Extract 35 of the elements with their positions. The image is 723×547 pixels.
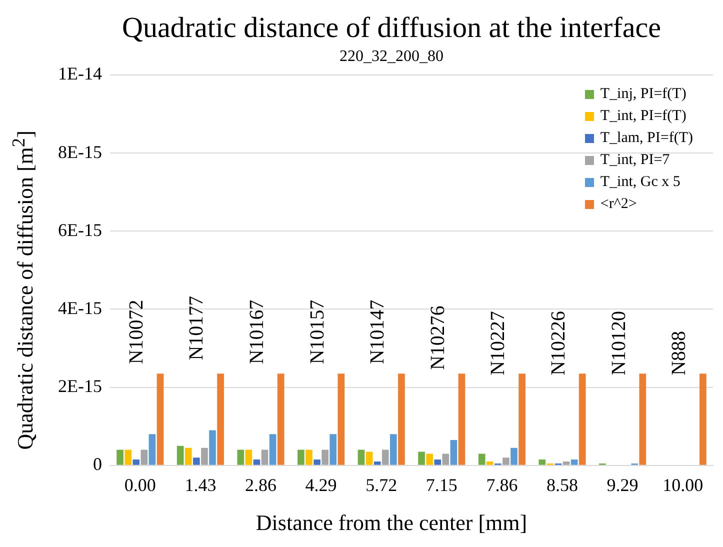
annotation: N10276 [426,306,449,370]
annotation: N888 [668,330,690,376]
x-tick-label: 4.29 [305,474,337,495]
annotation: N10120 [608,310,630,376]
annotation: N10147 [366,300,389,364]
x-tick-label: 1.43 [184,474,216,495]
y-tick-label: 4E-15 [58,298,102,318]
y-tick-label: 6E-15 [58,220,102,240]
x-tick-label: 7.86 [486,474,518,495]
annotation: N10226 [547,310,570,376]
chart-title: Quadratic distance of diffusion at the interface [121,12,662,45]
x-tick-label: 2.86 [244,474,276,495]
y-tick-label: 2E-15 [58,376,102,396]
legend-label: T_int, PI=f(T) [599,108,688,125]
x-tick-label: 0.00 [124,474,156,495]
y-tick-label: 1E-14 [58,64,102,84]
x-tick-label: 10.00 [662,474,704,495]
legend-label: T_inj, PI=f(T) [599,86,688,103]
legend-label: T_lam, PI=f(T) [599,130,693,147]
x-tick-label: 8.58 [546,474,578,495]
legend-label: <r^2> [599,196,638,213]
x-axis-title: Distance from the center [mm] [254,510,528,536]
legend-label: T_int, Gc x 5 [599,174,682,191]
chart-subtitle: 220_32_200_80 [340,48,444,65]
annotation: N10167 [246,300,268,364]
x-tick-label: 7.15 [426,474,458,495]
annotation: N10157 [306,300,328,364]
annotation: N10072 [125,300,148,364]
y-tick-label: 8E-15 [58,142,102,162]
x-tick-label: 9.29 [606,474,638,495]
annotation: N10227 [487,310,510,376]
legend-label: T_int, PI=7 [599,152,671,169]
y-tick-label: 0 [92,454,102,474]
x-tick-label: 5.72 [366,474,398,495]
annotation: N10177 [186,296,208,360]
